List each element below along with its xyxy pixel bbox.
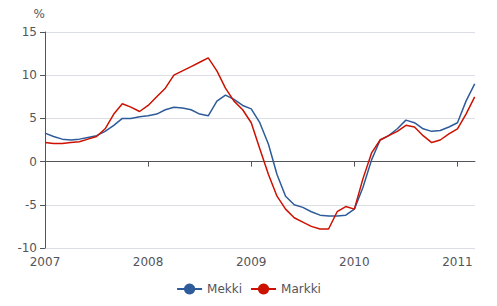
svg-text:Markki: Markki [281,282,321,296]
svg-text:-5: -5 [25,198,37,212]
svg-text:2010: 2010 [339,255,370,269]
svg-text:15: 15 [22,25,37,39]
svg-text:10: 10 [22,68,37,82]
svg-text:Mekki: Mekki [207,282,242,296]
svg-text:5: 5 [29,111,37,125]
svg-text:2009: 2009 [236,255,267,269]
svg-text:2008: 2008 [133,255,164,269]
svg-text:-10: -10 [17,241,37,255]
svg-text:2011: 2011 [442,255,473,269]
svg-text:2007: 2007 [30,255,61,269]
svg-text:0: 0 [29,155,37,169]
svg-text:%: % [34,7,45,21]
